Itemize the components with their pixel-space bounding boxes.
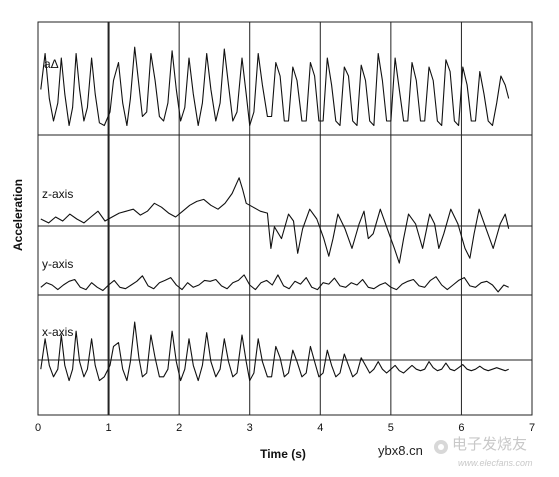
watermark-logo-icon xyxy=(434,440,448,454)
series-label-z-axis: z-axis xyxy=(42,187,73,201)
series-label-a-delta: aΔ xyxy=(44,57,59,71)
series-label-x-axis: x-axis xyxy=(42,325,73,339)
x-tick-label: 0 xyxy=(35,422,41,434)
x-tick-label: 1 xyxy=(106,422,112,434)
x-tick-label: 2 xyxy=(176,422,182,434)
watermark-url-text: www.elecfans.com xyxy=(458,458,533,468)
series-layer xyxy=(40,46,510,382)
chart-grid xyxy=(37,21,533,416)
x-tick-label: 4 xyxy=(317,422,323,434)
series-z-axis-line xyxy=(40,177,510,264)
x-tick-label: 6 xyxy=(458,422,464,434)
series-a-delta-line xyxy=(40,46,510,127)
y-axis-title: Acceleration xyxy=(11,179,25,251)
x-tick-label: 3 xyxy=(247,422,253,434)
watermark-brand-text: 电子发烧友 xyxy=(452,436,527,453)
series-y-axis-line xyxy=(40,274,509,293)
watermark: ybx8.cn 电子发烧友 www.elecfans.com xyxy=(378,436,533,468)
plot-frame xyxy=(37,21,533,416)
x-tick-label: 5 xyxy=(388,422,394,434)
x-axis-title: Time (s) xyxy=(260,447,306,461)
series-x-axis-line xyxy=(40,321,509,382)
series-label-y-axis: y-axis xyxy=(42,257,73,271)
watermark-site-text: ybx8.cn xyxy=(378,443,423,458)
x-tick-label: 7 xyxy=(529,422,535,434)
x-tick-labels: 0 1 2 3 4 5 6 7 xyxy=(35,422,535,434)
